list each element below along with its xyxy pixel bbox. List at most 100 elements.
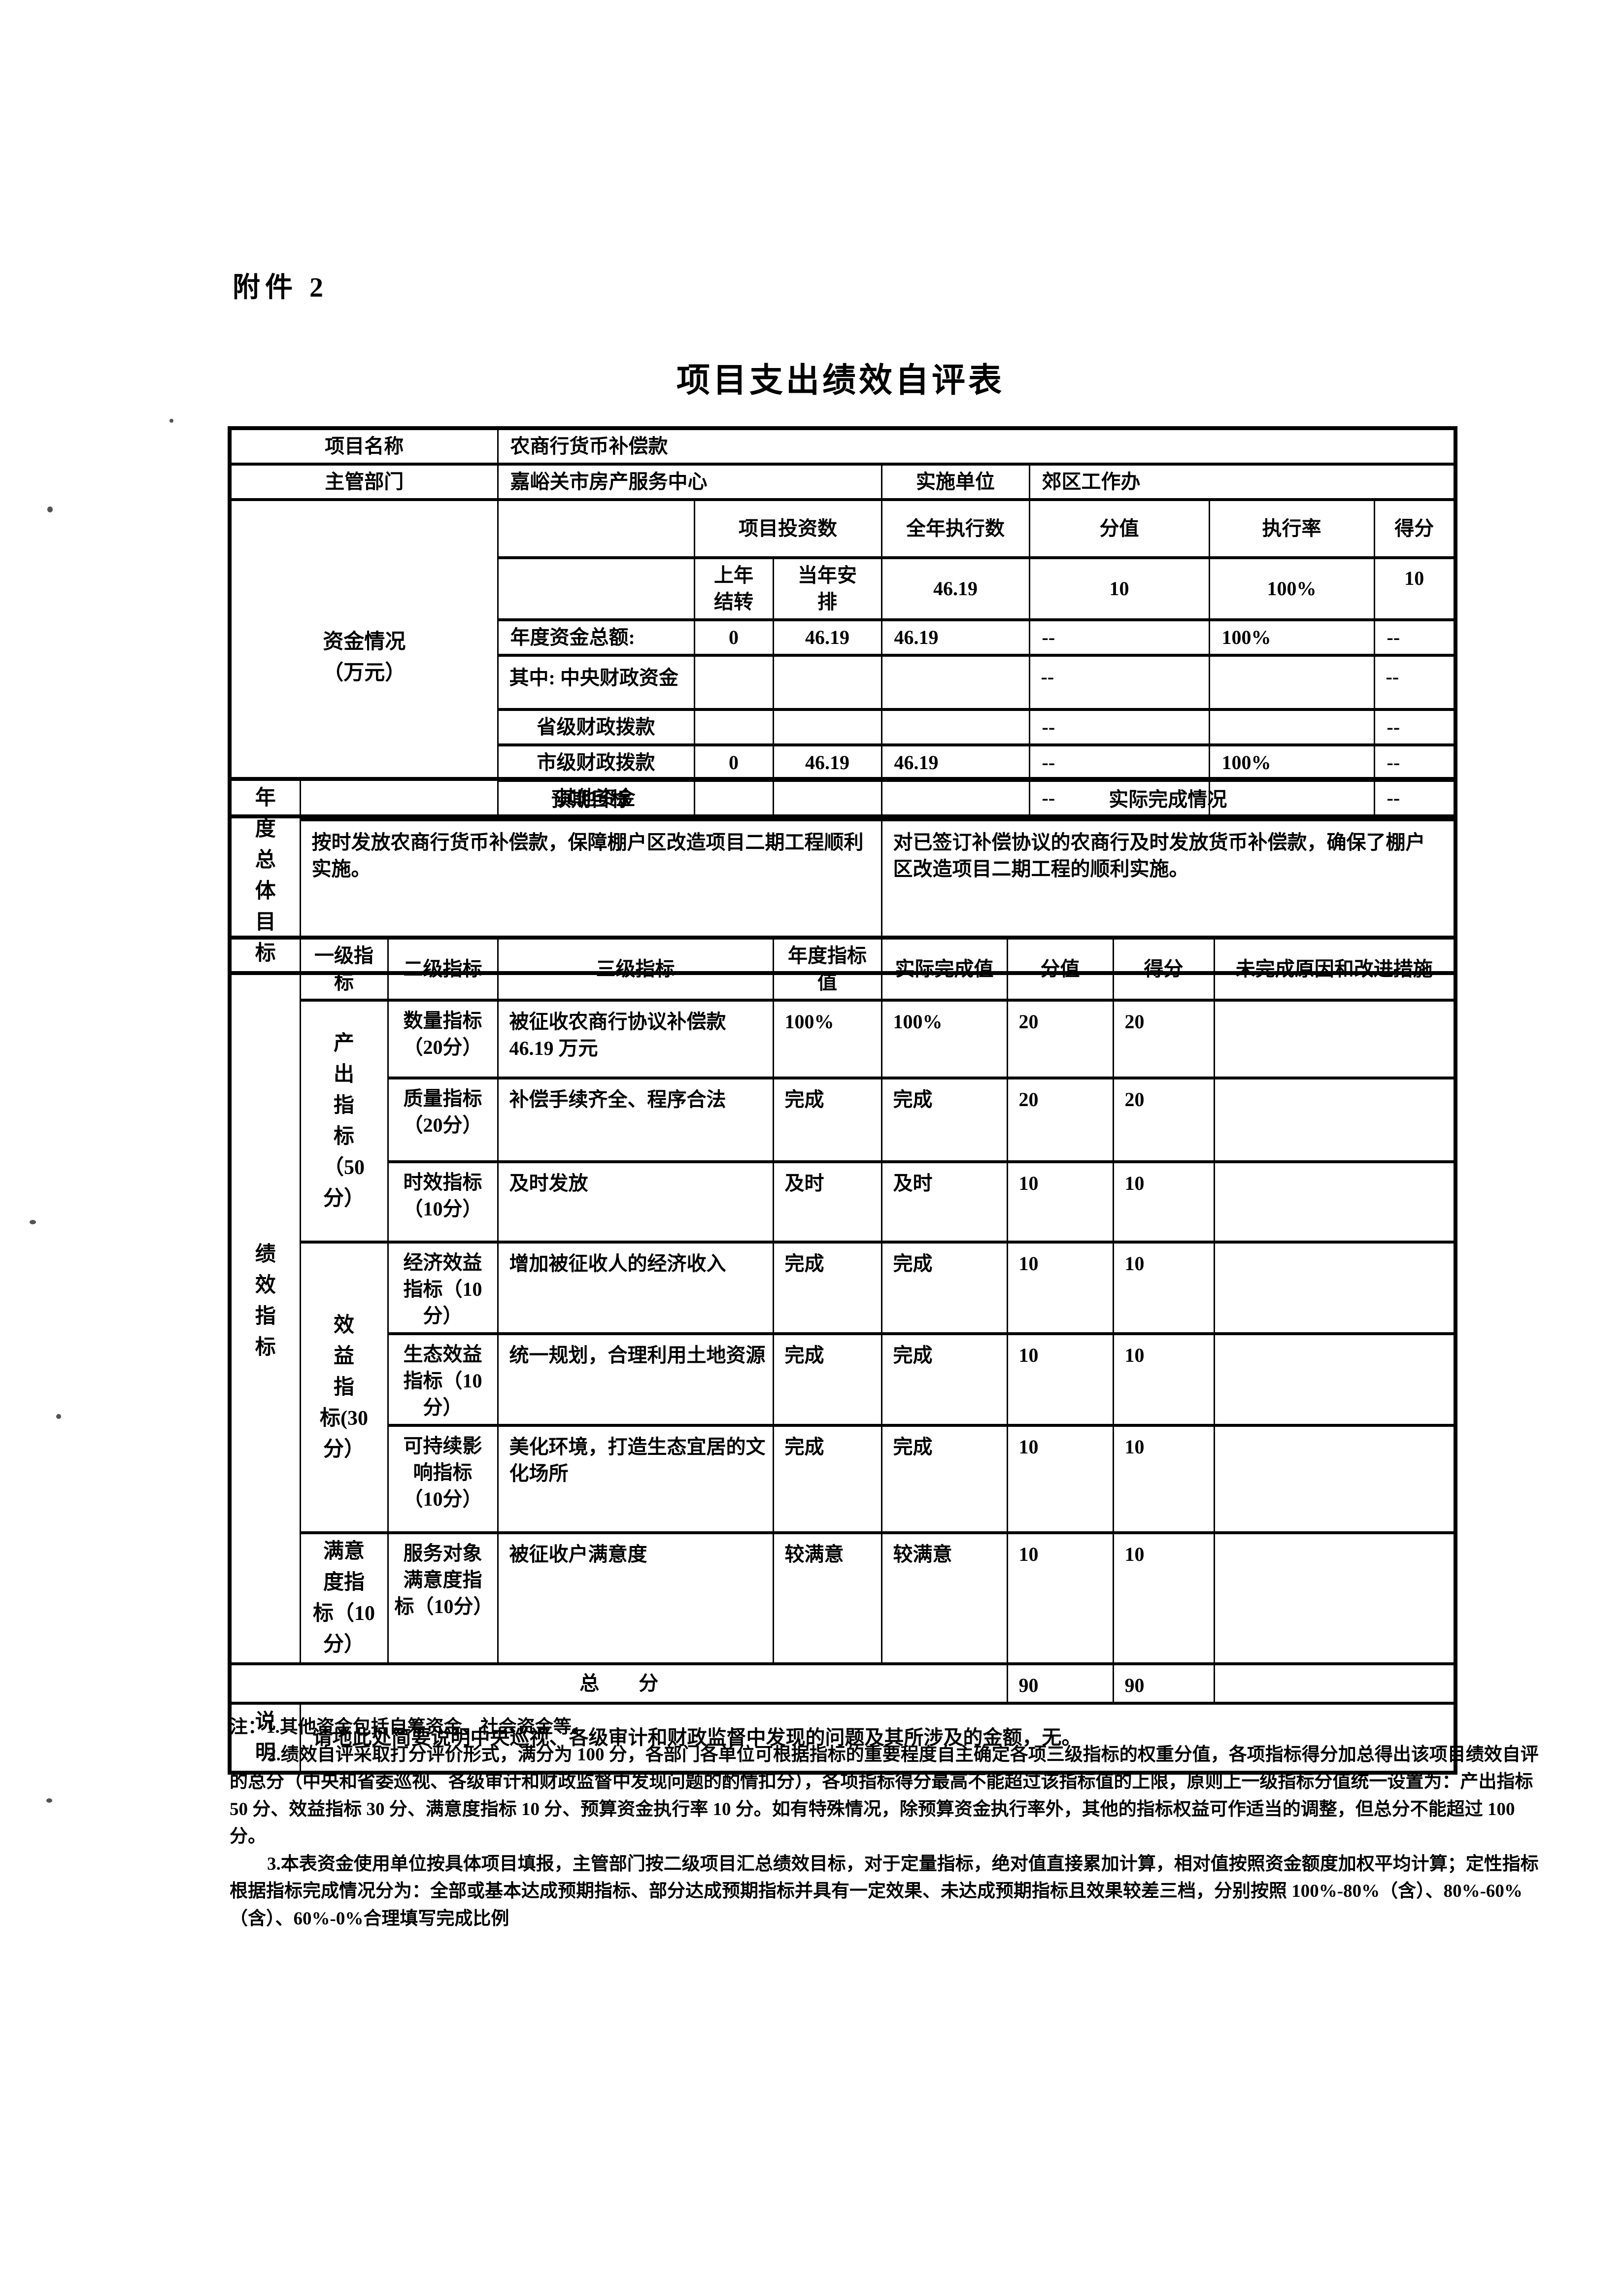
curr-arrange-header: 当年安 排 (772, 556, 882, 621)
indicator-reason (1213, 1241, 1456, 1335)
indicator-l3: 统一规划，合理利用土地资源 (497, 1332, 774, 1427)
remark-label: 说 明 (229, 1702, 301, 1774)
indicator-l2: 服务对象满意度指标（10分） (387, 1531, 499, 1665)
fund-exec-rate: 100% (1208, 743, 1375, 782)
indicator-actual: 完成 (880, 1241, 1008, 1335)
target-value-header: 年度指标值 (772, 936, 882, 1002)
remark-text: 请地此处简要说明中央巡视、各级审计和财政监督中发现的问题及其所涉及的金额，无。 (299, 1702, 1456, 1774)
fund-score-value: -- (1028, 743, 1210, 782)
fund-score-value: -- (1028, 654, 1210, 711)
indicator-l2: 质量指标（20分） (387, 1077, 499, 1163)
footnote-3: 3.本表资金使用单位按具体项目填报，主管部门按二级项目汇总绩效目标，对于定量指标… (230, 1853, 1539, 1929)
indicator-actual: 较满意 (880, 1531, 1008, 1665)
actual-value-header: 实际完成值 (880, 936, 1008, 1002)
project-name-row: 项目名称 农商行货币补偿款 (229, 427, 1456, 466)
prev-carry-header: 上年 结转 (693, 556, 774, 621)
indicator-target: 完成 (772, 1332, 882, 1427)
indicator-l3: 增加被征收人的经济收入 (497, 1241, 774, 1335)
fund-score: -- (1373, 708, 1456, 746)
indicator-score-value: 10 (1006, 1424, 1114, 1534)
indicator-l2: 可持续影响指标（10分） (387, 1424, 499, 1534)
actual-completion-header: 实际完成情况 (880, 777, 1456, 822)
fund-row-label: 年度资金总额: (497, 618, 695, 657)
basic-and-funds-table: 项目名称 农商行货币补偿款 主管部门 嘉峪关市房产服务中心 实施单位 郊区工作办… (228, 426, 1458, 818)
funds-subheader-row: 上年 结转 当年安 排 46.19 10 100% 10 (230, 556, 1456, 621)
indicator-l3: 补偿手续齐全、程序合法 (497, 1077, 774, 1163)
funds-exec-rate-header: 执行率 (1208, 498, 1375, 559)
indicator-reason (1213, 1424, 1456, 1534)
indicator-reason (1213, 999, 1456, 1079)
level1-header: 一级指标 (299, 936, 389, 1002)
fund-exec-rate (1208, 654, 1375, 711)
indicator-target: 完成 (772, 1424, 882, 1534)
empty-cell (497, 498, 695, 559)
reason-header: 未完成原因和改进措施 (1213, 936, 1456, 1002)
fund-prev-carry: 0 (693, 618, 774, 657)
indicator-actual: 及时 (880, 1160, 1008, 1244)
fund-curr-arrange: 46.19 (772, 743, 882, 782)
expected-goal-header: 预期目标 (299, 777, 882, 822)
footnote-2: 2.绩效自评采取打分评价形式，满分为 100 分，各部门各单位可根据指标的重要程… (230, 1744, 1539, 1847)
indicator-reason (1213, 1077, 1456, 1163)
indicator-score-value: 20 (1006, 1077, 1114, 1163)
fund-annual-exec (880, 654, 1030, 711)
footnotes: 注：1.其他资金包括自筹资金、社会资金等。 2.绩效自评采取打分评价形式，满分为… (230, 1714, 1553, 1932)
dept-label: 主管部门 (229, 463, 499, 501)
fund-row-central: 其中: 中央财政资金 -- -- (230, 654, 1456, 711)
footnote-1: 注：1.其他资金包括自筹资金、社会资金等。 (230, 1717, 590, 1737)
fund-row-label: 省级财政拨款 (497, 708, 695, 746)
dept-value: 嘉峪关市房产服务中心 (497, 463, 882, 501)
funds-score-header: 得分 (1373, 498, 1456, 559)
total-score-row: 总 分 90 90 (229, 1662, 1456, 1705)
fund-row-label: 其中: 中央财政资金 (497, 654, 695, 711)
score-header: 得分 (1112, 936, 1215, 1002)
indicator-l2: 经济效益指标（10分） (387, 1241, 499, 1335)
indicator-reason (1213, 1531, 1456, 1665)
fund-score: -- (1373, 654, 1456, 711)
indicator-actual: 完成 (880, 1077, 1008, 1163)
annual-exec-total: 46.19 (880, 556, 1030, 621)
funds-header-row: 资金情况 （万元） 项目投资数 全年执行数 分值 执行率 得分 (229, 498, 1456, 818)
funds-invest-header: 项目投资数 (693, 498, 882, 559)
indicator-score: 10 (1112, 1332, 1215, 1427)
indicator-actual: 完成 (880, 1424, 1008, 1534)
indicator-reason (1213, 1332, 1456, 1427)
empty-cell (497, 556, 695, 621)
fund-prev-carry: 0 (693, 743, 774, 782)
indicator-score: 10 (1112, 1424, 1215, 1534)
scan-artifact (30, 1220, 36, 1224)
fund-row-total: 年度资金总额: 0 46.19 46.19 -- 100% -- (230, 618, 1456, 657)
fund-curr-arrange: 46.19 (772, 618, 882, 657)
indicator-score: 10 (1112, 1241, 1215, 1335)
indicator-actual: 100% (880, 999, 1008, 1079)
fund-annual-exec: 46.19 (880, 618, 1030, 657)
fund-row-city: 市级财政拨款 0 46.19 46.19 -- 100% -- (230, 743, 1456, 782)
indicator-score: 10 (1112, 1160, 1215, 1244)
scan-artifact (56, 1414, 61, 1419)
indicator-l2: 数量指标（20分） (387, 999, 499, 1079)
fund-score: -- (1373, 618, 1456, 657)
level3-header: 三级指标 (497, 936, 774, 1002)
fund-prev-carry (693, 654, 774, 711)
fund-score: -- (1373, 743, 1456, 782)
indicator-score-value: 10 (1006, 1332, 1114, 1427)
impl-unit-label: 实施单位 (880, 463, 1030, 501)
fund-score-value: -- (1028, 618, 1210, 657)
indicator-target: 及时 (772, 1160, 882, 1244)
level2-header: 二级指标 (387, 936, 499, 1002)
indicator-row: 生态效益指标（10分） 统一规划，合理利用土地资源 完成 完成 10 10 (230, 1332, 1456, 1427)
fund-exec-rate: 100% (1208, 618, 1375, 657)
indicator-target: 完成 (772, 1241, 882, 1335)
benefit-group-label: 效 益 指 标(30 分） (299, 1241, 389, 1534)
department-row: 主管部门 嘉峪关市房产服务中心 实施单位 郊区工作办 (229, 463, 1456, 501)
indicator-l2: 时效指标（10分） (387, 1160, 499, 1244)
scan-artifact (47, 506, 53, 512)
fund-curr-arrange (772, 708, 882, 746)
indicator-row: 时效指标（10分） 及时发放 及时 及时 10 10 (230, 1160, 1456, 1244)
fund-prev-carry (693, 708, 774, 746)
funds-score-value-header: 分值 (1028, 498, 1210, 559)
indicator-score-value: 20 (1006, 999, 1114, 1079)
indicator-l2: 生态效益指标（10分） (387, 1332, 499, 1427)
indicator-score: 20 (1112, 999, 1215, 1079)
score-value-total: 10 (1028, 556, 1210, 621)
